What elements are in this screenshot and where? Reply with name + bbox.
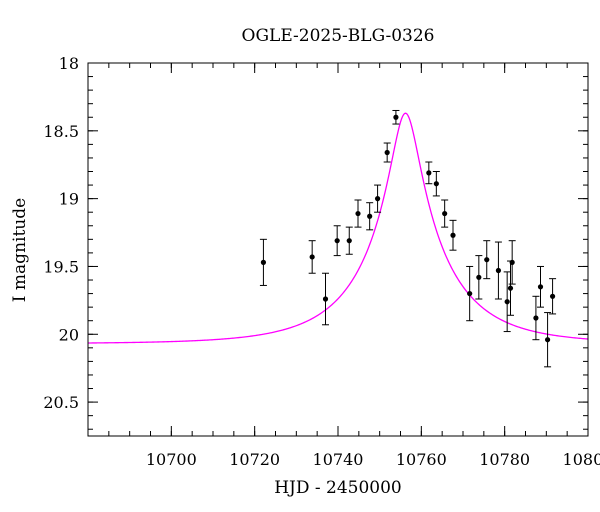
data-point (549, 278, 557, 315)
y-tick-label: 18.5 (43, 122, 79, 141)
point-marker (544, 337, 551, 343)
point-marker (384, 149, 390, 156)
point-marker (509, 259, 515, 265)
data-point (425, 161, 433, 185)
point-marker (367, 213, 373, 219)
data-point (333, 225, 341, 257)
ticks-layer: 10700 10720 10740 10760 10780 10800 18 18.5 19 19… (43, 54, 600, 469)
point-marker (450, 232, 456, 238)
point-marker (334, 238, 340, 244)
point-marker (426, 170, 432, 176)
data-point (494, 241, 502, 300)
data-point (507, 260, 514, 316)
x-tick-label: 10800 (563, 450, 600, 469)
x-tick-label: 10760 (396, 450, 447, 469)
point-marker (393, 114, 399, 120)
point-marker (346, 238, 352, 244)
model-curve-layer (87, 112, 589, 344)
point-marker (433, 181, 439, 187)
point-marker (260, 259, 267, 265)
data-point (483, 240, 491, 280)
point-marker (484, 257, 490, 263)
point-marker (537, 284, 544, 290)
point-marker (355, 210, 361, 217)
data-point (322, 272, 329, 326)
data-point (366, 202, 374, 231)
point-marker (507, 285, 514, 291)
point-marker (533, 315, 539, 321)
x-tick-label: 10780 (479, 450, 530, 469)
x-tick-label: 10740 (313, 450, 364, 469)
data-point (449, 219, 457, 251)
data-points-layer (259, 109, 557, 368)
data-point (383, 142, 391, 163)
model-curve (87, 112, 589, 344)
data-point (345, 226, 353, 255)
data-point (503, 271, 511, 333)
data-point (475, 255, 483, 300)
data-point (508, 240, 516, 285)
point-marker (374, 196, 381, 202)
point-marker (467, 290, 473, 297)
plot-frame (87, 62, 589, 437)
data-point (532, 295, 540, 341)
data-point (259, 238, 267, 286)
point-marker (504, 299, 510, 305)
chart-title: OGLE-2025-BLG-0326 (242, 26, 435, 46)
point-marker (309, 254, 315, 260)
x-axis-label: HJD - 2450000 (274, 478, 402, 498)
data-point (392, 109, 400, 125)
point-marker (442, 210, 448, 217)
data-point (466, 265, 474, 322)
data-point (441, 199, 449, 228)
point-marker (549, 293, 556, 299)
data-point (537, 265, 544, 308)
y-tick-label: 19 (59, 190, 79, 209)
point-marker (495, 267, 502, 274)
y-tick-label: 20.5 (43, 393, 79, 412)
point-marker (322, 296, 329, 302)
data-point (354, 199, 362, 228)
point-marker (476, 274, 482, 280)
y-tick-label: 18 (59, 54, 79, 73)
x-tick-label: 10700 (146, 450, 197, 469)
y-tick-label: 20 (59, 325, 79, 344)
data-point (544, 312, 552, 368)
data-point (374, 184, 382, 213)
data-point (432, 171, 440, 197)
data-point (308, 240, 316, 274)
y-axis-label: I magnitude (10, 198, 30, 302)
x-tick-label: 10720 (229, 450, 280, 469)
y-tick-label: 19.5 (43, 257, 79, 276)
